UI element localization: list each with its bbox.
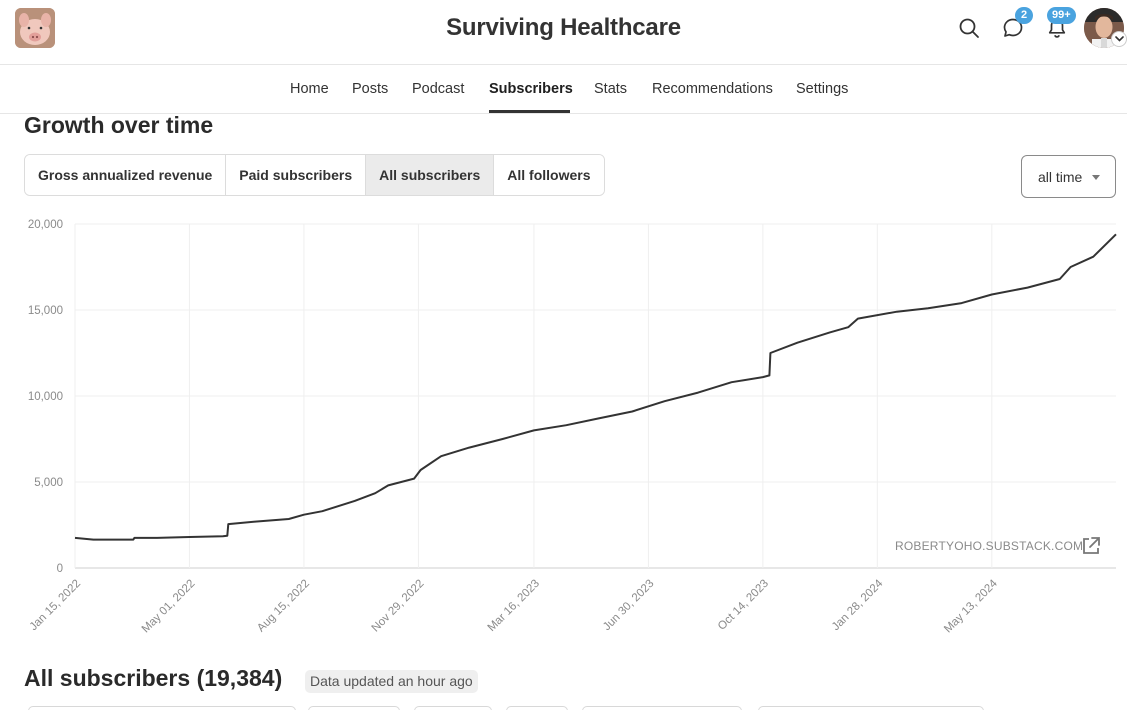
messages-badge: 2: [1015, 7, 1033, 24]
tab-recommendations[interactable]: Recommendations: [652, 81, 773, 97]
x-tick-label: Jun 30, 2023: [601, 578, 657, 634]
external-link-icon[interactable]: [1080, 535, 1102, 557]
x-tick-label: May 13, 2024: [942, 577, 1000, 635]
x-tick-label: Jan 28, 2024: [830, 577, 886, 633]
y-tick-label: 0: [57, 563, 63, 575]
y-tick-label: 10,000: [28, 391, 63, 403]
filter-stub[interactable]: [308, 706, 400, 710]
site-title[interactable]: Surviving Healthcare: [446, 14, 681, 41]
x-tick-label: Nov 29, 2022: [370, 578, 427, 635]
metric-all-followers-button[interactable]: All followers: [494, 155, 604, 195]
x-tick-label: Oct 14, 2023: [716, 578, 771, 633]
data-updated-badge: Data updated an hour ago: [305, 670, 478, 693]
metric-gross-revenue-button[interactable]: Gross annualized revenue: [25, 155, 227, 195]
filter-stub[interactable]: [506, 706, 568, 710]
chevron-down-icon[interactable]: [1111, 31, 1127, 47]
tab-stats[interactable]: Stats: [594, 81, 628, 97]
growth-chart: 0 5,000 10,000 15,000 20,000 Jan 15, 2022 May …: [28, 219, 1117, 636]
series-line-all-subscribers: [74, 233, 1117, 541]
x-tick-label: Aug 15, 2022: [255, 578, 312, 635]
filter-stub[interactable]: [582, 706, 742, 710]
time-range-select[interactable]: all time: [1021, 155, 1116, 198]
caret-down-icon: [1092, 175, 1100, 180]
filter-stub[interactable]: [414, 706, 492, 710]
chart-watermark: ROBERTYOHO.SUBSTACK.COM: [895, 539, 1084, 553]
tab-settings[interactable]: Settings: [796, 81, 849, 97]
subscribers-count-title: All subscribers (19,384): [24, 665, 283, 691]
time-range-value: all time: [1038, 168, 1083, 185]
publication-logo[interactable]: [15, 8, 55, 48]
notifications-badge: 99+: [1047, 7, 1076, 24]
tab-home[interactable]: Home: [290, 81, 329, 97]
x-tick-label: Jan 15, 2022: [28, 578, 84, 634]
notifications-button[interactable]: 99+: [1042, 7, 1076, 44]
x-tick-label: Mar 16, 2023: [486, 578, 542, 634]
y-tick-label: 15,000: [28, 305, 63, 317]
x-tick-label: May 01, 2022: [140, 578, 198, 636]
chat-bubble-icon: [1003, 18, 1023, 37]
top-bar: Surviving Healthcare 2 99+: [0, 0, 1127, 65]
messages-button[interactable]: 2: [998, 7, 1033, 44]
active-tab-indicator: [489, 110, 570, 113]
y-tick-label: 5,000: [34, 477, 63, 489]
search-icon[interactable]: [954, 12, 984, 44]
filter-stub[interactable]: [28, 706, 296, 710]
metric-paid-subscribers-button[interactable]: Paid subscribers: [226, 155, 367, 195]
dashboard-nav: Home Posts Podcast Subscribers Stats Rec…: [0, 66, 1127, 114]
metric-selector: Gross annualized revenue Paid subscriber…: [24, 154, 605, 196]
y-tick-label: 20,000: [28, 219, 63, 231]
filter-stub[interactable]: [758, 706, 984, 710]
metric-all-subscribers-button[interactable]: All subscribers: [366, 155, 495, 195]
tab-podcast[interactable]: Podcast: [412, 81, 465, 97]
filter-bar: [24, 706, 1024, 710]
growth-section-title: Growth over time: [24, 112, 214, 138]
tab-subscribers[interactable]: Subscribers: [489, 81, 573, 97]
tab-posts[interactable]: Posts: [352, 81, 389, 97]
